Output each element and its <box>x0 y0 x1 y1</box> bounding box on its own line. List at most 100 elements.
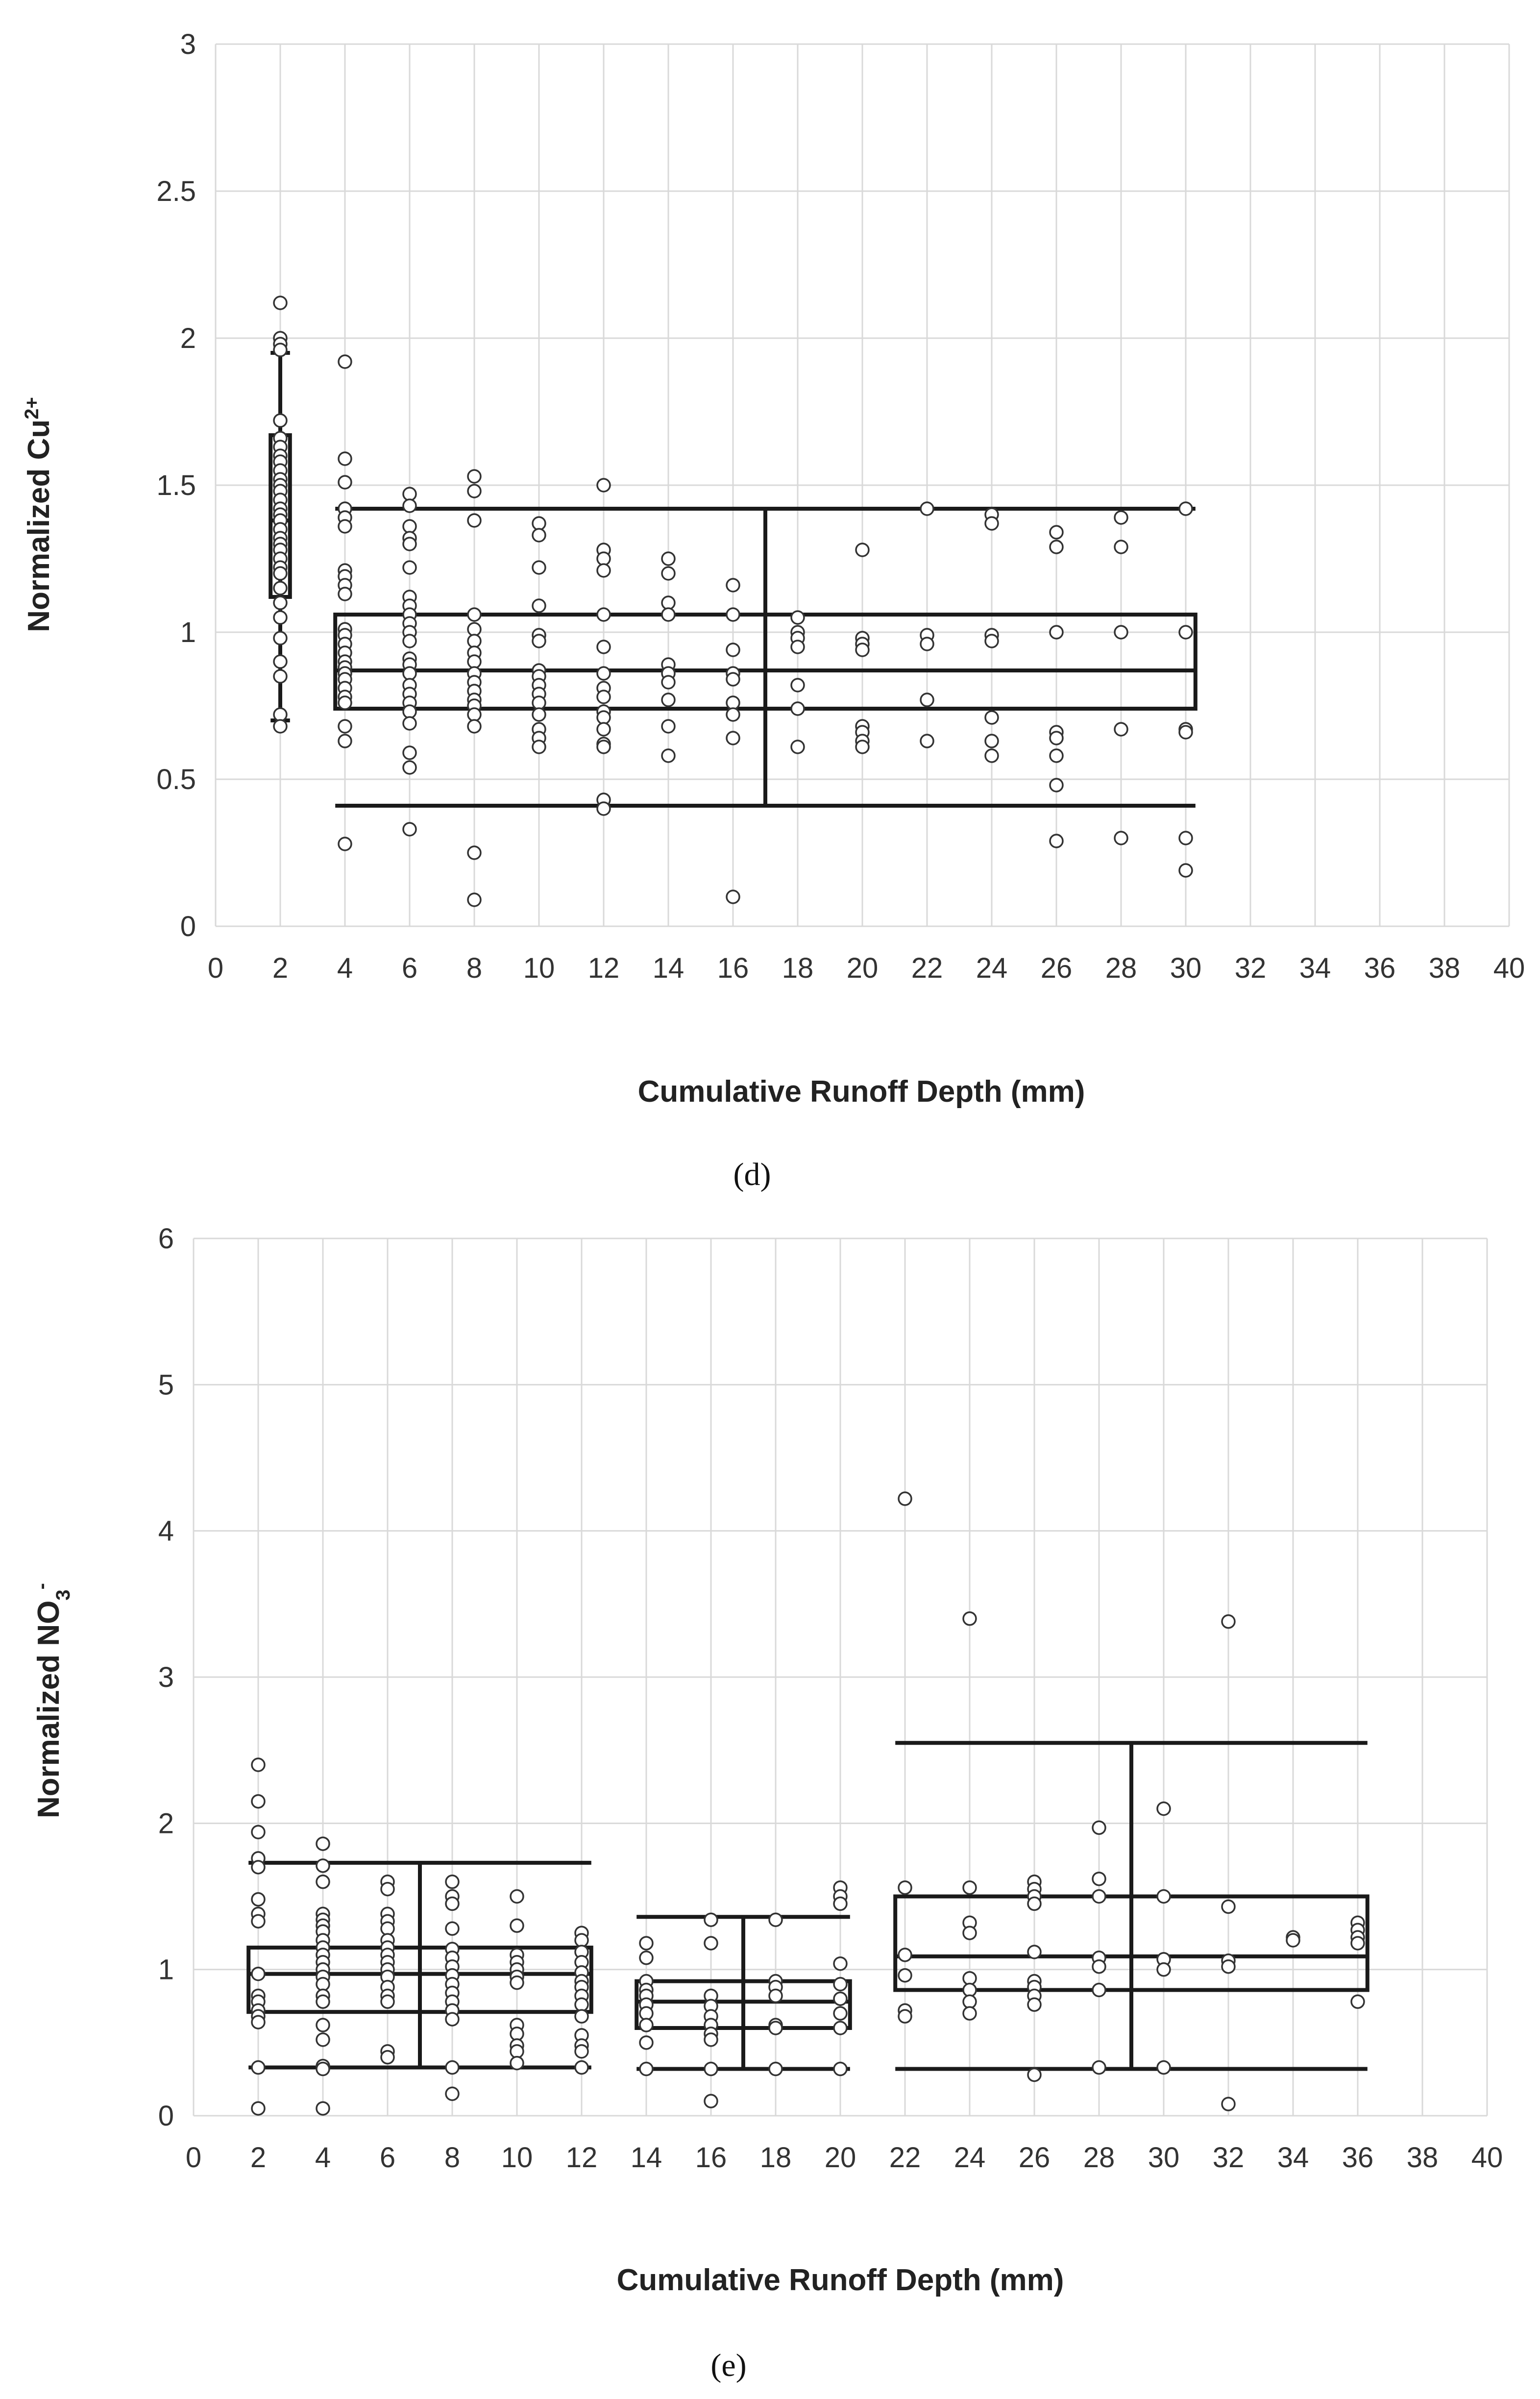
data-point <box>273 669 288 684</box>
data-point <box>1221 1959 1236 1974</box>
panel-label-d: (d) <box>733 1157 771 1192</box>
data-point <box>1092 1871 1106 1886</box>
iqr-box <box>635 1979 852 2030</box>
chart-panel-d: 00.511.522.53 0 2 4 6 8 10 12 14 16 18 20 22 24 26 28 3… <box>21 28 1525 1192</box>
data-point <box>251 1860 266 1875</box>
x-tick-label: 14 <box>653 952 684 984</box>
data-point <box>1027 1945 1042 1959</box>
data-point <box>445 1896 460 1911</box>
x-tick-label: 34 <box>1299 952 1331 984</box>
data-point <box>532 740 546 754</box>
data-point <box>833 2061 848 2077</box>
data-point <box>962 2006 977 2021</box>
box-plot <box>333 507 1198 808</box>
box-plots-e <box>246 1741 1369 2071</box>
x-tick-labels-d: 0 2 4 6 8 10 12 14 16 18 20 22 24 26 28 30 32 34 36 38 40 <box>208 952 1525 984</box>
data-point <box>596 690 611 704</box>
data-point <box>1049 748 1064 763</box>
data-point <box>467 707 482 722</box>
x-tick-label: 36 <box>1364 952 1396 984</box>
x-tick-label: 10 <box>523 952 555 984</box>
gridlines-d <box>215 43 1510 927</box>
y-axis-title-d: Normalized Cu2+ <box>21 397 56 632</box>
data-point <box>532 634 546 648</box>
data-point <box>338 695 352 710</box>
data-point <box>1049 625 1064 640</box>
data-point <box>984 748 999 763</box>
data-point <box>1049 540 1064 554</box>
data-point <box>833 1991 848 2006</box>
x-tick-label: 16 <box>695 2142 727 2174</box>
data-point <box>898 1880 912 1895</box>
data-point <box>1178 863 1193 878</box>
data-point <box>704 2061 718 2077</box>
data-point <box>510 1889 524 1904</box>
data-point <box>726 695 740 710</box>
y-tick-label: 2 <box>158 1807 174 1839</box>
data-point <box>402 634 417 648</box>
data-point <box>1114 540 1128 554</box>
data-point <box>768 2021 783 2035</box>
y-tick-label: 3 <box>180 28 196 60</box>
x-tick-label: 16 <box>717 952 749 984</box>
data-point <box>532 598 546 613</box>
data-point <box>790 740 805 754</box>
data-point <box>467 607 482 622</box>
data-point <box>661 551 676 566</box>
data-point <box>338 837 352 851</box>
data-point <box>790 701 805 716</box>
data-point <box>574 2060 589 2075</box>
x-tick-label: 28 <box>1083 2142 1115 2174</box>
x-tick-label: 30 <box>1170 952 1202 984</box>
data-point <box>704 1936 718 1951</box>
data-point <box>251 2060 266 2075</box>
data-point <box>833 2006 848 2021</box>
data-point <box>338 519 352 534</box>
x-tick-label: 32 <box>1213 2142 1245 2174</box>
data-point <box>661 607 676 622</box>
data-point <box>402 487 417 501</box>
data-point <box>316 1994 330 2009</box>
x-tick-label: 2 <box>250 2142 266 2174</box>
x-tick-label: 14 <box>631 2142 662 2174</box>
data-point <box>251 1757 266 1772</box>
iqr-box <box>333 613 1198 711</box>
data-point <box>984 710 999 725</box>
x-tick-label: 2 <box>272 952 288 984</box>
data-point <box>316 1977 330 1992</box>
data-point <box>574 2044 589 2059</box>
data-point <box>273 707 288 722</box>
data-point <box>596 478 611 493</box>
data-point <box>1221 1899 1236 1914</box>
data-point <box>316 1874 330 1889</box>
data-point <box>380 2050 395 2065</box>
data-point <box>316 1836 330 1851</box>
data-point <box>251 2101 266 2116</box>
data-point <box>338 587 352 601</box>
data-point <box>1221 2097 1236 2111</box>
data-point <box>574 2009 589 2024</box>
data-point <box>467 654 482 669</box>
data-point <box>510 2027 524 2041</box>
data-point <box>661 719 676 734</box>
data-point <box>273 654 288 669</box>
data-point <box>596 722 611 737</box>
x-tick-label: 38 <box>1429 952 1461 984</box>
data-point <box>1114 722 1128 737</box>
data-point <box>726 672 740 687</box>
data-point <box>661 675 676 690</box>
box-plot <box>893 1741 1369 2071</box>
y-tick-label: 1 <box>180 617 196 648</box>
data-point <box>316 2032 330 2047</box>
data-point <box>596 801 611 816</box>
data-point <box>855 543 870 557</box>
data-point <box>273 413 288 428</box>
iqr-box <box>893 1894 1369 1992</box>
data-point <box>984 516 999 531</box>
data-point <box>1178 625 1193 640</box>
data-point <box>574 1933 589 1948</box>
x-tick-label: 40 <box>1471 2142 1503 2174</box>
data-point <box>898 1948 912 1962</box>
